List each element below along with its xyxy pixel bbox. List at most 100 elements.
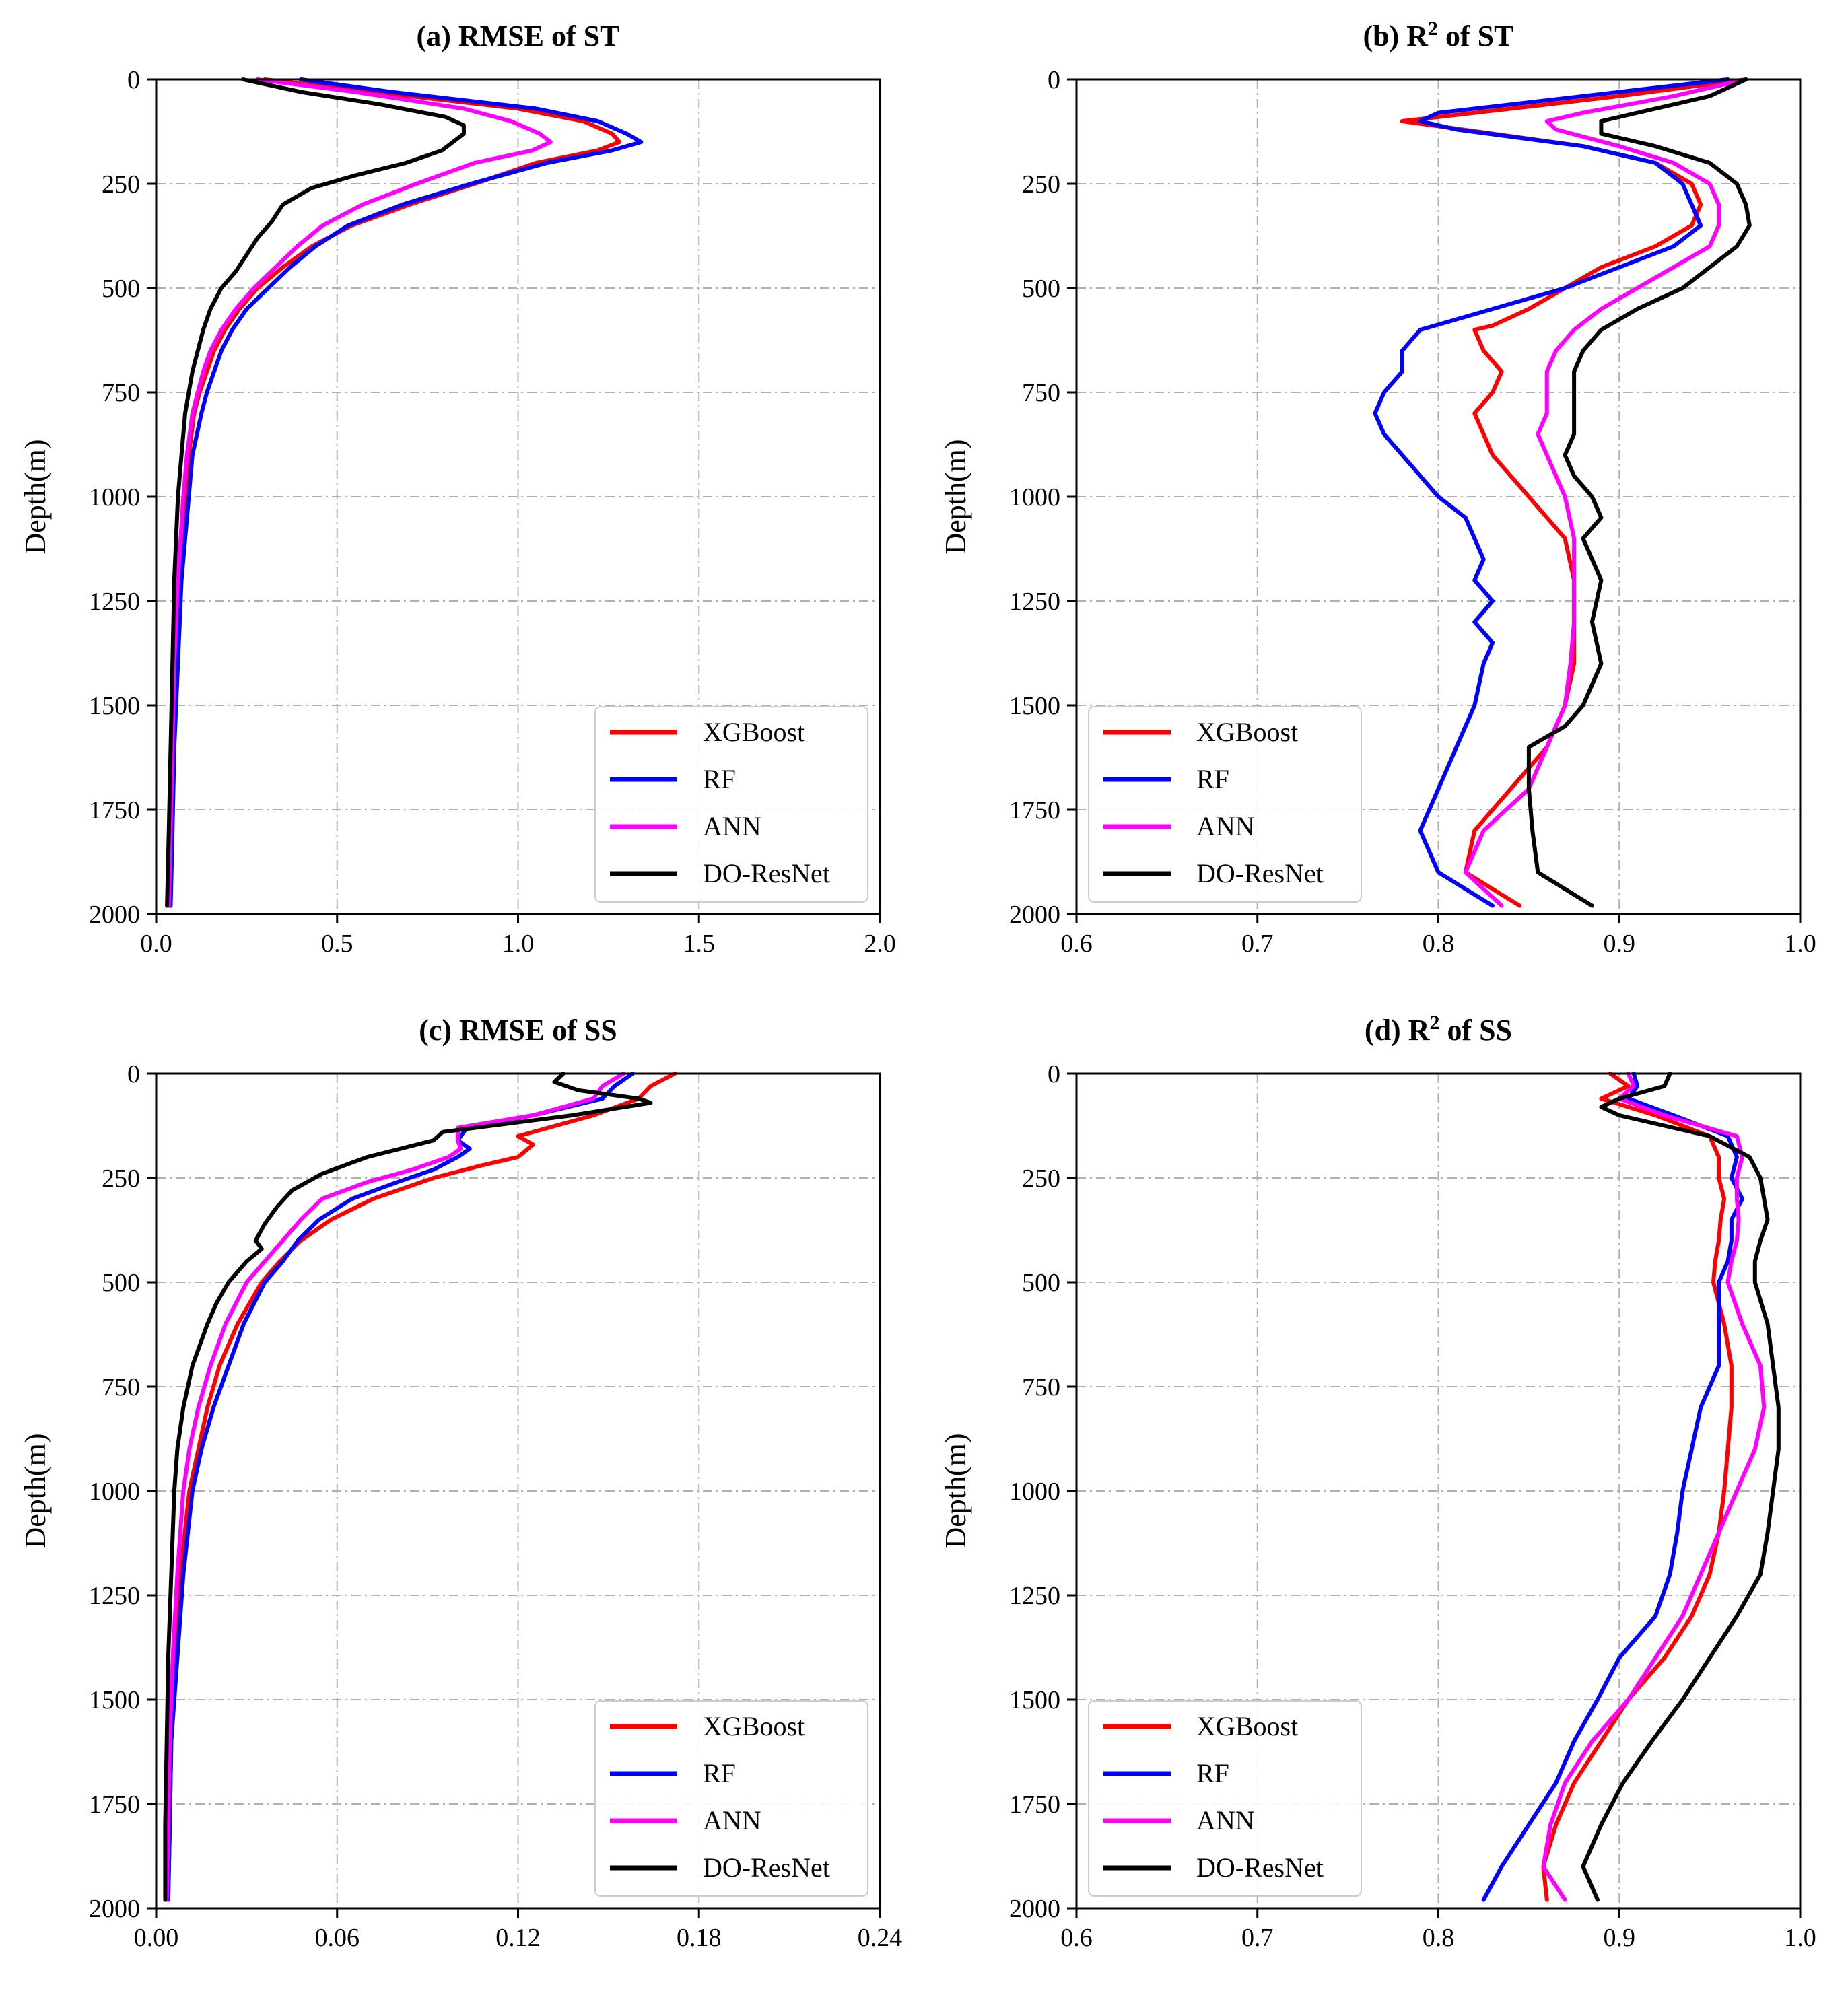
- y-axis-label: Depth(m): [19, 439, 52, 554]
- y-tick-label: 750: [1022, 379, 1060, 407]
- x-tick-label: 1.0: [502, 930, 535, 958]
- y-tick-label: 500: [1022, 1269, 1060, 1297]
- legend-label-ann: ANN: [1196, 1805, 1255, 1836]
- panel-title: (b) R2 of ST: [1363, 18, 1513, 53]
- series-line-do-resnet: [165, 77, 466, 908]
- y-tick-label: 2000: [89, 1895, 140, 1923]
- panel-d: 0.6 0.7 0.8 0.9 1.0 0 250 500 750 1000 1250 1500 175…: [939, 1012, 1816, 1952]
- x-tick-label: 0.18: [677, 1924, 722, 1952]
- legend: XGBoost RF ANN DO-ResNet: [1088, 1700, 1362, 1897]
- panel-a: 0.0 0.5 1.0 1.5 2.0 0 250 500 750 1000 1250 1500 175…: [19, 20, 896, 958]
- y-tick-label: 1250: [89, 1582, 140, 1610]
- y-tick-label: 1750: [1009, 796, 1060, 825]
- panel-b: 0.6 0.7 0.8 0.9 1.0 0 250 500 750 1000 1250 1500 175…: [939, 18, 1816, 958]
- legend: XGBoost RF ANN DO-ResNet: [594, 706, 868, 903]
- y-tick-label: 250: [1022, 1164, 1060, 1193]
- legend: XGBoost RF ANN DO-ResNet: [594, 1700, 868, 1897]
- legend-label-ann: ANN: [703, 811, 761, 841]
- panel-title: (d) R2 of SS: [1365, 1012, 1512, 1047]
- y-tick-label: 250: [1022, 170, 1060, 199]
- legend-label-do-resnet: DO-ResNet: [703, 858, 830, 888]
- legend-label-rf: RF: [1196, 1758, 1229, 1788]
- x-tick-label: 0.5: [321, 930, 353, 958]
- series-line-ann: [1541, 1072, 1767, 1902]
- legend-label-xgboost: XGBoost: [1196, 1711, 1298, 1741]
- series-line-xgboost: [1541, 1072, 1734, 1902]
- legend-label-do-resnet: DO-ResNet: [1196, 1852, 1324, 1883]
- legend-label-do-resnet: DO-ResNet: [1196, 858, 1324, 888]
- x-tick-label: 0.00: [134, 1924, 179, 1952]
- y-tick-label: 1000: [89, 483, 140, 512]
- x-tick-label: 1.0: [1784, 1924, 1816, 1952]
- y-tick-label: 750: [102, 379, 140, 407]
- y-tick-label: 1750: [89, 796, 140, 825]
- legend-box: [1088, 1700, 1362, 1897]
- y-tick-label: 2000: [1009, 901, 1060, 929]
- x-tick-label: 0.24: [858, 1924, 903, 1952]
- x-tick-label: 1.0: [1784, 930, 1816, 958]
- series-line-rf: [1373, 77, 1730, 908]
- y-tick-label: 1000: [1009, 1477, 1060, 1506]
- x-tick-label: 2.0: [864, 930, 896, 958]
- legend-label-ann: ANN: [1196, 811, 1255, 841]
- series-line-do-resnet: [1526, 77, 1752, 908]
- y-tick-label: 1250: [89, 588, 140, 616]
- y-tick-label: 750: [102, 1373, 140, 1401]
- y-tick-label: 1500: [89, 692, 140, 720]
- y-tick-label: 0: [1048, 66, 1060, 94]
- x-tick-label: 0.8: [1423, 1924, 1455, 1952]
- x-tick-label: 0.8: [1423, 930, 1455, 958]
- y-tick-label: 2000: [89, 901, 140, 929]
- y-tick-label: 1250: [1009, 1582, 1060, 1610]
- y-axis-label: Depth(m): [939, 1433, 972, 1548]
- x-tick-label: 0.6: [1060, 1924, 1093, 1952]
- x-tick-label: 1.5: [683, 930, 716, 958]
- y-tick-label: 500: [102, 275, 140, 303]
- y-tick-label: 250: [102, 170, 140, 199]
- y-tick-label: 500: [102, 1269, 140, 1297]
- legend-label-xgboost: XGBoost: [703, 717, 805, 747]
- y-tick-label: 0: [127, 1060, 140, 1088]
- series-line-rf: [166, 1072, 635, 1902]
- legend-label-ann: ANN: [703, 1805, 761, 1836]
- x-tick-label: 0.7: [1241, 930, 1274, 958]
- x-tick-label: 0.9: [1604, 930, 1636, 958]
- legend-label-do-resnet: DO-ResNet: [703, 1852, 830, 1883]
- legend-box: [1088, 706, 1362, 903]
- legend-label-rf: RF: [1196, 764, 1229, 794]
- series-line-rf: [168, 77, 644, 908]
- y-tick-label: 0: [1048, 1060, 1060, 1088]
- series-line-xgboost: [166, 77, 621, 908]
- series-line-rf: [1481, 1072, 1744, 1902]
- series-line-ann: [1463, 77, 1748, 908]
- series-line-do-resnet: [163, 1072, 653, 1902]
- panel-c: 0.00 0.06 0.12 0.18 0.24 0 250 500 750 1000 1250 15…: [19, 1014, 902, 1952]
- y-tick-label: 1750: [89, 1790, 140, 1819]
- legend-label-xgboost: XGBoost: [1196, 717, 1298, 747]
- y-tick-label: 1500: [1009, 692, 1060, 720]
- y-tick-label: 0: [127, 66, 140, 94]
- y-tick-label: 1000: [1009, 483, 1060, 512]
- legend-label-rf: RF: [703, 1758, 736, 1788]
- y-axis-label: Depth(m): [939, 439, 972, 554]
- y-tick-label: 1500: [1009, 1686, 1060, 1714]
- x-tick-label: 0.6: [1060, 930, 1093, 958]
- x-tick-label: 0.9: [1604, 1924, 1636, 1952]
- y-tick-label: 500: [1022, 275, 1060, 303]
- panel-title: (c) RMSE of SS: [419, 1014, 617, 1047]
- y-tick-label: 750: [1022, 1373, 1060, 1401]
- legend-label-xgboost: XGBoost: [703, 1711, 805, 1741]
- series-line-ann: [166, 77, 553, 908]
- x-tick-label: 0.06: [315, 1924, 360, 1952]
- y-tick-label: 2000: [1009, 1895, 1060, 1923]
- series-line-do-resnet: [1581, 1072, 1781, 1902]
- y-axis-label: Depth(m): [19, 1433, 52, 1548]
- legend-label-rf: RF: [703, 764, 736, 794]
- x-tick-label: 0.12: [495, 1924, 541, 1952]
- legend-box: [594, 706, 868, 903]
- y-tick-label: 250: [102, 1164, 140, 1193]
- panel-title: (a) RMSE of ST: [417, 20, 620, 53]
- y-tick-label: 1000: [89, 1477, 140, 1506]
- legend: XGBoost RF ANN DO-ResNet: [1088, 706, 1362, 903]
